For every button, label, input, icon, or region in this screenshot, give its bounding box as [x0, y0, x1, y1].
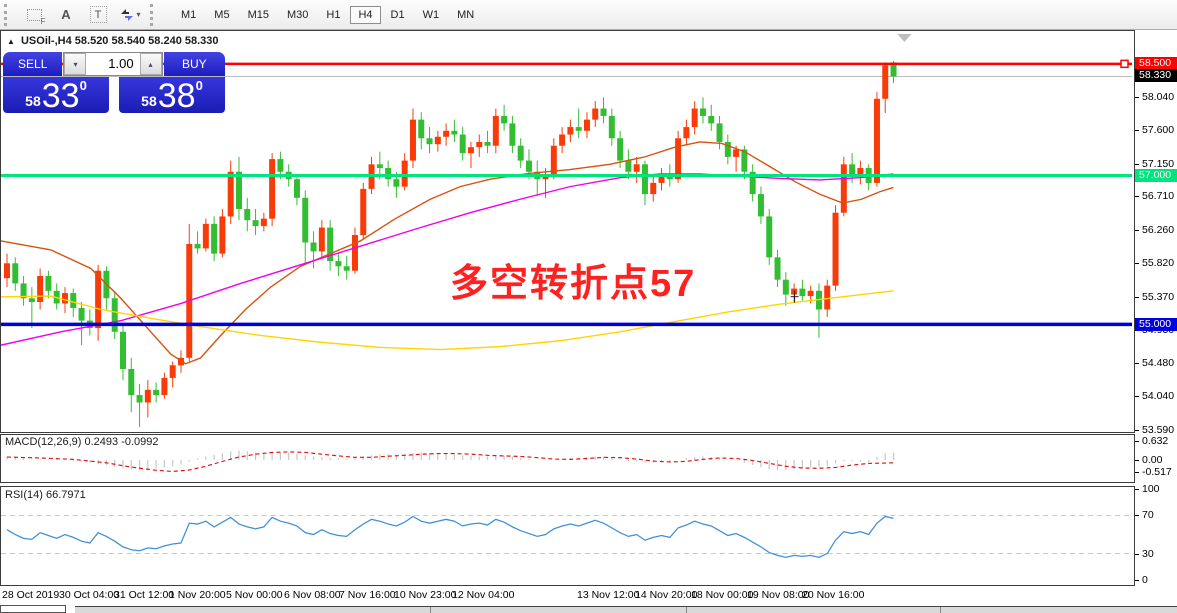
resistance-price-badge: 58.500 — [1135, 56, 1177, 70]
price-tick: 53.590 — [1135, 424, 1177, 437]
text-box-icon[interactable]: T — [85, 4, 111, 26]
rsi-scale-tick: 30 — [1135, 548, 1177, 561]
level-55-badge: 55.000 — [1135, 318, 1177, 332]
rsi-pane[interactable] — [0, 486, 1135, 586]
sell-price-point: 0 — [79, 78, 87, 93]
time-label: 20 Nov 16:00 — [802, 589, 865, 601]
macd-scale-tick: 0.00 — [1135, 454, 1177, 467]
chart-title: ▲ USOil-,H4 58.520 58.540 58.240 58.330 — [7, 35, 219, 47]
price-tick: 57.600 — [1135, 124, 1177, 137]
timeframe-m30[interactable]: M30 — [286, 8, 309, 21]
chart-ohlc-values: 58.520 58.540 58.240 58.330 — [74, 35, 219, 47]
trendline-handle[interactable] — [1120, 59, 1129, 69]
price-tick: 55.370 — [1135, 291, 1177, 304]
current-price-badge: 58.330 — [1135, 69, 1177, 83]
time-label: 10 Nov 23:00 — [394, 589, 457, 601]
ma-mid-line — [1, 173, 894, 346]
time-label: 14 Nov 20:00 — [635, 589, 698, 601]
time-label: 13 Nov 12:00 — [577, 589, 640, 601]
price-tick: 55.820 — [1135, 257, 1177, 270]
sell-price-pips: 33 — [41, 77, 80, 115]
price-tick: 56.710 — [1135, 190, 1177, 203]
collapse-triangle-icon[interactable]: ▲ — [7, 37, 15, 46]
macd-pane[interactable] — [0, 434, 1135, 483]
macd-scale-tick: -0.517 — [1135, 466, 1177, 479]
text-label-icon[interactable]: A — [61, 7, 71, 22]
time-label: 31 Oct 12:00 — [114, 589, 175, 601]
buy-price-major: 58 — [141, 93, 157, 109]
arrows-tool-icon[interactable]: ▾ — [117, 4, 143, 26]
timeframe-m15[interactable]: M15 — [247, 8, 269, 21]
time-label: 18 Nov 00:00 — [691, 589, 754, 601]
time-label: 30 Oct 04:00 — [59, 589, 120, 601]
toolbar-separator — [150, 3, 158, 26]
rsi-scale-tick: 0 — [1135, 574, 1177, 587]
timeframe-m5[interactable]: M5 — [214, 8, 230, 21]
price-tick: 58.040 — [1135, 91, 1177, 104]
timeframe-w1[interactable]: W1 — [422, 8, 440, 21]
volume-decrease-button[interactable]: ▾ — [64, 53, 87, 75]
price-tick: 54.040 — [1135, 390, 1177, 403]
time-label: 5 Nov 00:00 — [226, 589, 283, 601]
rsi-line — [6, 515, 894, 559]
time-label: 6 Nov 08:00 — [284, 589, 341, 601]
chart-shift-marker[interactable] — [897, 33, 912, 42]
sell-price-major: 58 — [25, 93, 41, 109]
candlesticks — [3, 60, 897, 428]
volume-spinner: ▾ 1.00 ▴ — [63, 52, 163, 76]
macd-label: MACD(12,26,9) 0.2493 -0.0992 — [5, 436, 159, 448]
timeframe-bar: M1 M5 M15 M30 H1 H4 D1 W1 MN — [172, 5, 483, 24]
rsi-scale-tick: 70 — [1135, 509, 1177, 522]
dropdown-caret-icon[interactable]: ▾ — [136, 10, 141, 19]
arrows-icon — [121, 8, 134, 21]
price-tick: 54.480 — [1135, 357, 1177, 370]
buy-price-pips: 38 — [157, 77, 196, 115]
sell-button[interactable]: SELL — [3, 52, 63, 76]
macd-scale-tick: 0.632 — [1135, 435, 1177, 448]
timeframe-m1[interactable]: M1 — [181, 8, 197, 21]
chart-symbol: USOil-,H4 — [20, 35, 72, 47]
timeframe-h4[interactable]: H4 — [350, 5, 381, 24]
ma-slow-line — [1, 290, 894, 351]
price-axis[interactable]: 58.040 57.600 57.150 56.710 56.260 55.820 55.3… — [1135, 30, 1177, 586]
sell-price-display[interactable]: 58 33 0 — [3, 77, 109, 113]
price-tick: 56.260 — [1135, 224, 1177, 237]
time-label: 12 Nov 04:00 — [452, 589, 515, 601]
time-axis[interactable]: 28 Oct 2019 30 Oct 04:00 31 Oct 12:00 1 Nov… — [0, 587, 1135, 604]
time-label: 19 Nov 08:00 — [747, 589, 810, 601]
price-tick: 57.150 — [1135, 158, 1177, 171]
toolbar-drag-handle[interactable] — [4, 3, 12, 26]
buy-button[interactable]: BUY — [163, 52, 225, 76]
timeframe-h1[interactable]: H1 — [326, 8, 341, 21]
indicator-grid-icon[interactable]: F — [21, 4, 47, 26]
scrollbar-tick — [430, 607, 431, 613]
time-label: 28 Oct 2019 — [2, 589, 60, 601]
level-57-badge: 57.000 — [1135, 168, 1177, 182]
rsi-scale-tick: 100 — [1135, 483, 1177, 496]
buy-price-point: 0 — [195, 78, 203, 93]
rsi-label: RSI(14) 66.7971 — [5, 489, 86, 501]
horizontal-scrollbar[interactable] — [75, 606, 1177, 613]
volume-increase-button[interactable]: ▴ — [139, 53, 162, 75]
scrollbar-tick — [940, 607, 941, 613]
time-label: 7 Nov 16:00 — [339, 589, 396, 601]
timeframe-d1[interactable]: D1 — [390, 8, 405, 21]
buy-price-display[interactable]: 58 38 0 — [119, 77, 225, 113]
chart-annotation-text: 多空转折点57 — [450, 263, 697, 305]
status-bar-stub — [0, 605, 66, 613]
macd-signal-line — [6, 451, 894, 473]
order-panel: SELL ▾ 1.00 ▴ BUY 58 33 0 58 38 0 — [3, 52, 225, 113]
timeframe-mn[interactable]: MN — [457, 8, 475, 21]
volume-value[interactable]: 1.00 — [108, 56, 134, 71]
toolbar: F A T ▾ M1 M5 M15 M30 H1 H4 D1 W1 MN — [0, 0, 1177, 30]
time-label: 1 Nov 20:00 — [169, 589, 226, 601]
scrollbar-tick — [686, 607, 687, 613]
